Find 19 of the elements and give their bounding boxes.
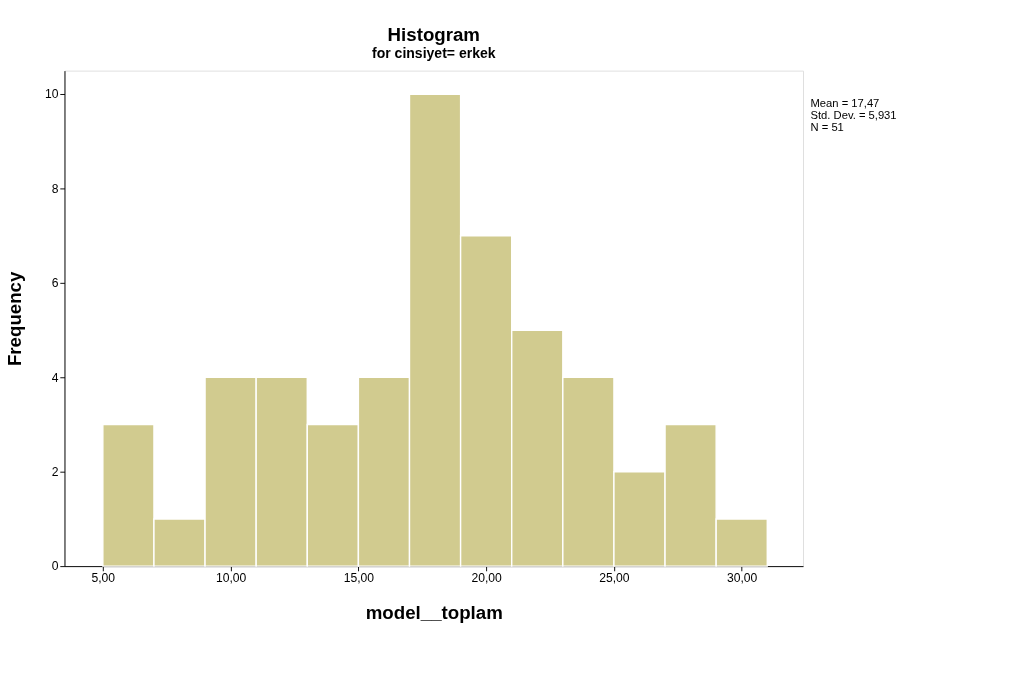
y-tick-label: 8: [51, 181, 59, 196]
text: Std. Dev. = 5,931: [810, 109, 897, 122]
x-tick-label: 20,00: [471, 571, 503, 586]
y-tick-label: 2: [51, 464, 59, 479]
x-tick-label: 10,00: [215, 571, 247, 586]
x-tick-label: 30,00: [726, 571, 758, 586]
y-tick-label: 10: [44, 87, 59, 102]
y-tick-label: 0: [51, 559, 59, 574]
x-axis-title: model__toplam: [365, 601, 503, 623]
text: N = 51: [810, 121, 844, 134]
x-tick-label: 5,00: [91, 571, 116, 586]
y-tick-label: 6: [51, 276, 59, 291]
text: Mean = 17,47: [810, 97, 880, 110]
chart-title: Histogram: [387, 23, 480, 45]
y-tick-label: 4: [51, 370, 59, 385]
chart-subtitle: for cinsiyet= erkek: [372, 45, 496, 62]
x-tick-label: 15,00: [343, 571, 375, 586]
x-tick-label: 25,00: [599, 571, 630, 586]
y-axis-title: Frequency: [3, 271, 25, 367]
